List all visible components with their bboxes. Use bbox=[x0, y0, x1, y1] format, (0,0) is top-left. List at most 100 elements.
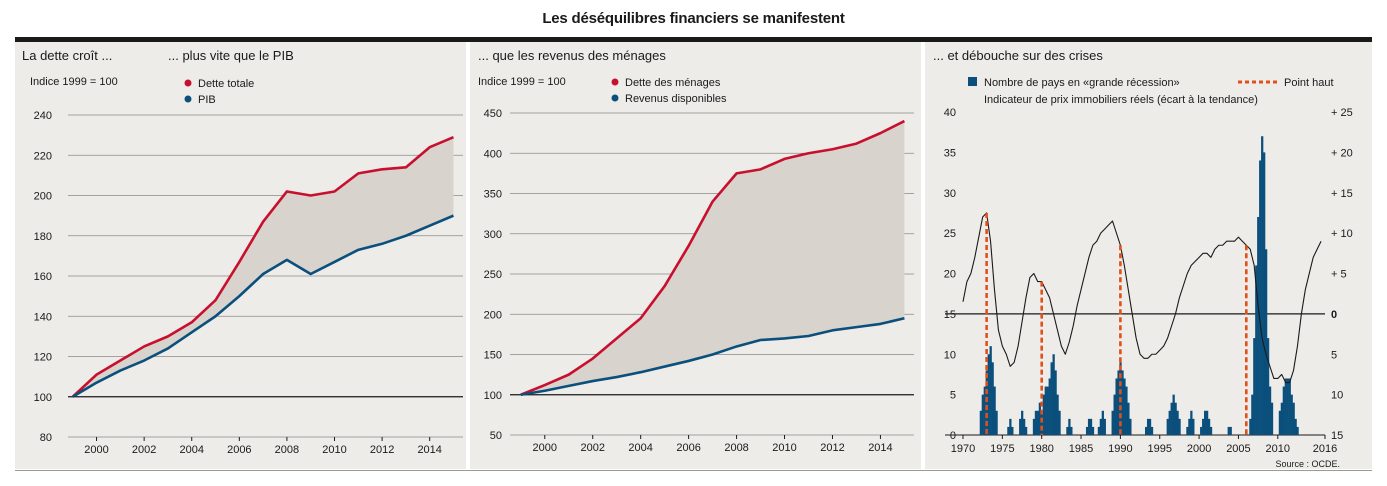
x-tick-label: 1970 bbox=[951, 443, 975, 455]
recession-bar bbox=[1009, 418, 1012, 435]
recession-bar bbox=[983, 386, 986, 435]
x-tick-label: 2002 bbox=[580, 442, 604, 454]
recession-bar bbox=[1115, 378, 1118, 435]
x-tick-label: 2000 bbox=[84, 444, 108, 456]
x-tick-label: 1995 bbox=[1147, 443, 1171, 455]
recession-bar bbox=[1259, 160, 1262, 435]
recession-bar bbox=[1087, 418, 1091, 435]
x-tick-label: 2002 bbox=[132, 444, 156, 456]
right-y-tick-label: 0 bbox=[1331, 309, 1337, 321]
recession-bar bbox=[1174, 402, 1177, 435]
x-tick-label: 2008 bbox=[724, 442, 748, 454]
recession-bar bbox=[1176, 410, 1179, 435]
x-tick-label: 2005 bbox=[1226, 443, 1250, 455]
x-tick-label: 2006 bbox=[227, 444, 251, 456]
recession-bar bbox=[1089, 418, 1093, 435]
panel-1-unit-label: Indice 1999 = 100 bbox=[30, 76, 118, 88]
recession-bar bbox=[1040, 410, 1043, 435]
recession-bar bbox=[1284, 378, 1287, 435]
right-y-tick-label: + 5 bbox=[1331, 269, 1347, 281]
recession-bar bbox=[1204, 410, 1207, 435]
recession-bar bbox=[1288, 378, 1291, 435]
left-y-tick-label: 5 bbox=[950, 390, 956, 402]
legend-price-indicator: Indicateur de prix immobiliers réels (éc… bbox=[984, 94, 1258, 106]
y-tick-label: 100 bbox=[484, 390, 502, 402]
recession-bar bbox=[991, 362, 994, 435]
y-tick-label: 350 bbox=[484, 189, 502, 201]
series-line-income bbox=[520, 317, 905, 397]
right-y-tick-label: 10 bbox=[1331, 390, 1343, 402]
recession-bar bbox=[1257, 216, 1260, 435]
recession-bar bbox=[1024, 426, 1028, 435]
y-tick-label: 160 bbox=[34, 271, 52, 283]
recession-bar bbox=[1170, 402, 1173, 435]
recession-bar bbox=[985, 370, 988, 435]
recession-bar bbox=[1056, 394, 1059, 435]
legend-revenus-marker bbox=[611, 94, 619, 102]
recession-bar bbox=[993, 386, 996, 435]
x-tick-label: 1985 bbox=[1069, 443, 1093, 455]
left-y-tick-label: 10 bbox=[944, 349, 956, 361]
series-line-income bbox=[72, 214, 454, 398]
recession-bar bbox=[1168, 410, 1171, 435]
recession-bar bbox=[981, 394, 984, 435]
recession-bar bbox=[1011, 426, 1014, 435]
recession-bar bbox=[1148, 418, 1152, 435]
recession-bar bbox=[1034, 410, 1038, 435]
recession-bar bbox=[1121, 370, 1124, 435]
recession-bar bbox=[1042, 394, 1045, 435]
price-indicator-line bbox=[962, 212, 1322, 384]
recession-bar bbox=[1251, 394, 1254, 435]
right-y-tick-label: 5 bbox=[1331, 349, 1337, 361]
recession-bar bbox=[1266, 338, 1270, 435]
recession-bar bbox=[1186, 426, 1189, 435]
recession-bar bbox=[1048, 378, 1051, 435]
recession-bar bbox=[1188, 418, 1191, 435]
recession-bar bbox=[1038, 402, 1042, 435]
x-tick-label: 2004 bbox=[179, 444, 203, 456]
recession-bar bbox=[1261, 136, 1264, 435]
recession-bar bbox=[979, 410, 982, 435]
recession-bar bbox=[995, 410, 998, 435]
recession-bar bbox=[1178, 418, 1181, 435]
recession-bar bbox=[1052, 354, 1055, 435]
recession-bar bbox=[987, 354, 990, 435]
y-tick-label: 300 bbox=[484, 229, 502, 241]
recession-bar bbox=[1227, 426, 1230, 435]
recession-bar bbox=[1101, 410, 1104, 435]
legend-recession: Nombre de pays en «grande récession» bbox=[984, 77, 1180, 89]
x-tick-label: 2006 bbox=[676, 442, 700, 454]
recession-bar bbox=[1103, 418, 1106, 435]
left-y-tick-label: 40 bbox=[944, 107, 956, 119]
x-tick-label: 2010 bbox=[772, 442, 796, 454]
legend-dette-totale-marker bbox=[184, 79, 192, 87]
recession-bar bbox=[1054, 370, 1057, 435]
panel-2-plot: 50 100 150 200 250 300 350 400 450 2000 2002 2004 20… bbox=[484, 108, 914, 454]
recession-bar bbox=[1190, 410, 1193, 435]
recession-bar bbox=[1127, 402, 1130, 435]
recession-bar bbox=[1019, 418, 1022, 435]
legend-pib-marker bbox=[184, 95, 192, 103]
x-tick-label: 2004 bbox=[628, 442, 652, 454]
x-tick-label: 2014 bbox=[868, 442, 892, 454]
recession-bar bbox=[1091, 426, 1095, 435]
recession-bar bbox=[1294, 418, 1297, 435]
top-rule bbox=[15, 37, 1372, 42]
recession-bar bbox=[989, 346, 992, 435]
left-y-tick-label: 0 bbox=[950, 430, 956, 442]
recession-bar bbox=[1068, 418, 1071, 435]
recession-bar bbox=[1207, 418, 1211, 435]
recession-bar bbox=[1099, 418, 1103, 435]
source-note: Source : OCDE. bbox=[1275, 459, 1340, 469]
recession-bar bbox=[1046, 386, 1049, 435]
recession-bar bbox=[1070, 426, 1073, 435]
recession-bar bbox=[1209, 426, 1213, 435]
recession-bar bbox=[1255, 265, 1258, 435]
x-tick-label: 1990 bbox=[1108, 443, 1132, 455]
recession-bar bbox=[1129, 418, 1132, 435]
x-tick-label: 2012 bbox=[820, 442, 844, 454]
recession-bar bbox=[1111, 410, 1114, 435]
recession-bar bbox=[1205, 410, 1209, 435]
recession-bar bbox=[1172, 394, 1175, 435]
y-tick-label: 200 bbox=[484, 309, 502, 321]
